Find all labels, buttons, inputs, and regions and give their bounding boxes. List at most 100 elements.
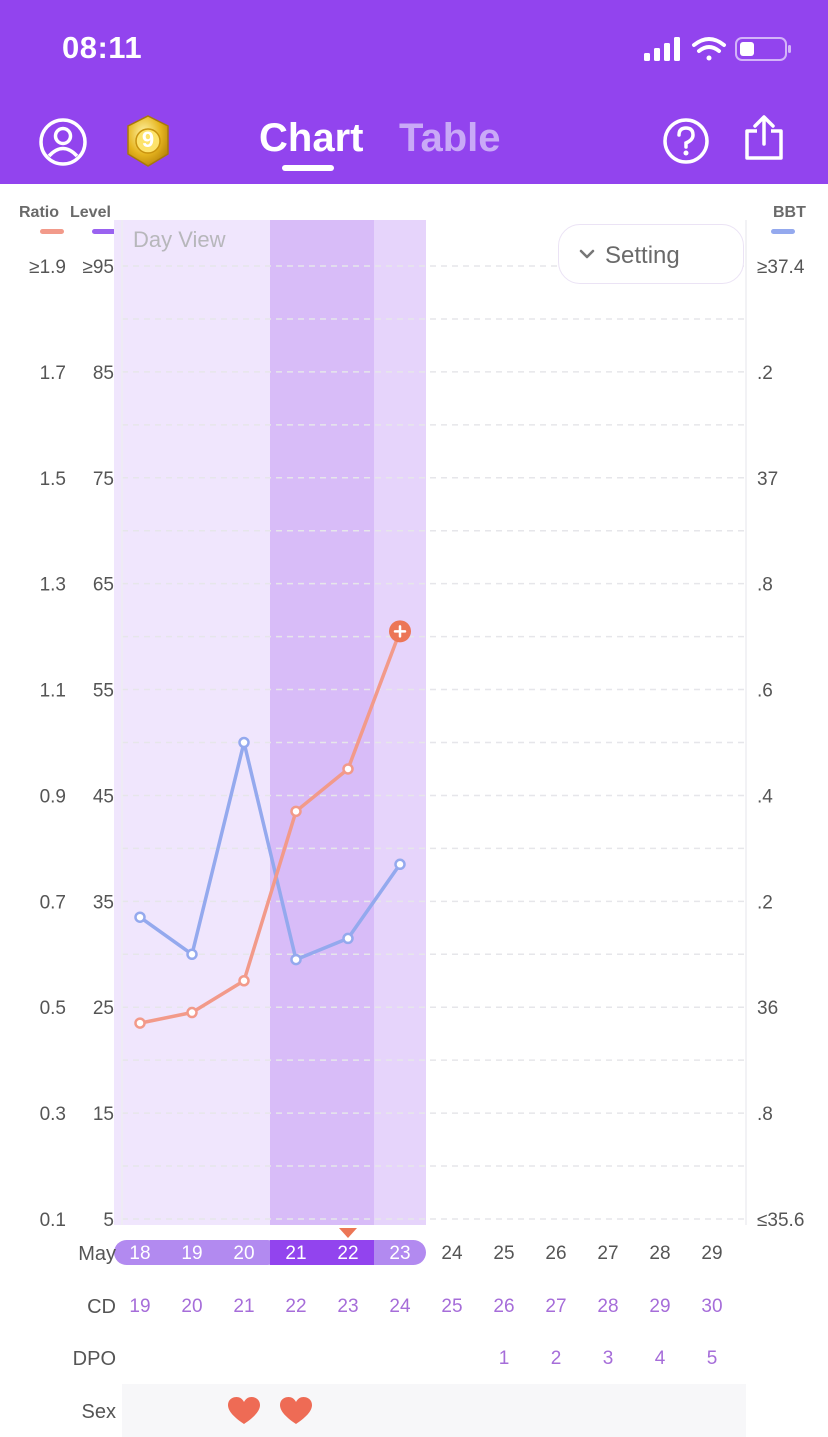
bbt-tick: 37 — [757, 469, 778, 490]
bbt-point — [186, 948, 198, 961]
date-label[interactable]: 22 — [337, 1243, 359, 1264]
selected-day-marker — [339, 1228, 357, 1238]
dpo-label: 2 — [550, 1348, 562, 1369]
date-label[interactable]: 21 — [285, 1243, 307, 1264]
ratio-tick: 1.1 — [40, 681, 66, 702]
dpo-label: 4 — [654, 1348, 666, 1369]
ratio-tick: 0.7 — [40, 892, 66, 913]
bbt-point — [238, 736, 250, 749]
bbt-tick: .2 — [757, 892, 773, 913]
bbt-tick: .6 — [757, 681, 773, 702]
heart-icon[interactable] — [279, 1396, 313, 1426]
level-tick: 65 — [93, 575, 114, 596]
date-label[interactable]: 28 — [649, 1243, 671, 1264]
cycle-day-label: 19 — [129, 1296, 151, 1317]
cd-row-label: CD — [87, 1296, 116, 1318]
setting-label: Setting — [605, 242, 680, 269]
cycle-day-label: 24 — [389, 1296, 411, 1317]
level-tick: 45 — [93, 786, 114, 807]
heart-icon[interactable] — [227, 1396, 261, 1426]
legend-level-label: Level — [70, 204, 111, 221]
cycle-day-label: 22 — [285, 1296, 307, 1317]
level-tick: 15 — [93, 1104, 114, 1125]
period-days-pill — [114, 1240, 280, 1265]
level-tick: 35 — [93, 892, 114, 913]
tab-chart[interactable]: Chart — [259, 116, 364, 160]
sex-row-strip — [122, 1384, 746, 1437]
level-tick: 55 — [93, 681, 114, 702]
date-label[interactable]: 20 — [233, 1243, 255, 1264]
date-label[interactable]: 29 — [701, 1243, 723, 1264]
help-icon[interactable] — [662, 117, 710, 165]
ovulation-band — [270, 220, 374, 1225]
period-band — [114, 220, 270, 1225]
legend-ratio-label: Ratio — [19, 204, 59, 221]
bbt-tick: .8 — [757, 1104, 773, 1125]
profile-icon[interactable] — [38, 117, 88, 167]
fertile-days-pill-join — [374, 1240, 388, 1265]
date-label[interactable]: 23 — [389, 1243, 411, 1264]
bbt-tick: .2 — [757, 363, 773, 384]
legend-bbt-swatch — [771, 229, 795, 234]
cycle-day-label: 26 — [493, 1296, 515, 1317]
date-label[interactable]: 19 — [181, 1243, 203, 1264]
ratio-tick: 0.9 — [40, 786, 66, 807]
bbt-point — [290, 953, 302, 966]
date-label[interactable]: 18 — [129, 1243, 151, 1264]
bbt-tick: 36 — [757, 998, 778, 1019]
cycle-day-label: 20 — [181, 1296, 203, 1317]
sex-row-label: Sex — [81, 1401, 116, 1423]
bbt-tick: ≤35.6 — [757, 1210, 804, 1231]
bbt-point — [134, 911, 146, 923]
cycle-day-label: 23 — [337, 1296, 359, 1317]
date-label[interactable]: 25 — [493, 1243, 515, 1264]
tab-table[interactable]: Table — [399, 116, 501, 160]
legend-bbt-label: BBT — [773, 204, 806, 221]
badge-icon — [127, 115, 169, 167]
dpo-label: 5 — [706, 1348, 718, 1369]
ratio-tick: 0.3 — [40, 1104, 66, 1125]
bbt-tick: .8 — [757, 575, 773, 596]
ratio-tick: 1.5 — [40, 469, 66, 490]
ratio-point — [290, 805, 302, 818]
bbt-tick: ≥37.4 — [757, 257, 805, 278]
level-tick: 85 — [93, 363, 114, 384]
tab-chart-indicator — [282, 165, 334, 171]
status-icons — [644, 37, 791, 61]
bbt-point — [342, 932, 354, 945]
cycle-day-label: 25 — [441, 1296, 463, 1317]
ratio-point — [134, 1017, 146, 1029]
ratio-point — [342, 763, 354, 775]
status-time: 08:11 — [62, 30, 143, 65]
level-badge[interactable]: 9 — [124, 114, 172, 168]
ratio-tick: 0.1 — [40, 1210, 66, 1231]
bbt-line — [138, 740, 402, 962]
dpo-row-label: DPO — [72, 1348, 116, 1370]
date-label[interactable]: 26 — [545, 1243, 567, 1264]
level-tick: 25 — [93, 998, 114, 1019]
date-label[interactable]: 24 — [441, 1243, 463, 1264]
ratio-point — [186, 1006, 198, 1019]
chevron-down-icon — [579, 249, 595, 259]
cycle-day-label: 29 — [649, 1296, 671, 1317]
plus-icon — [393, 625, 407, 638]
badge-level: 9 — [141, 127, 155, 152]
date-label[interactable]: 27 — [597, 1243, 619, 1264]
wifi-icon — [692, 37, 726, 61]
legend-ratio-swatch — [40, 229, 64, 234]
share-icon[interactable] — [743, 114, 785, 162]
cycle-day-label: 28 — [597, 1296, 619, 1317]
level-tick: 75 — [93, 469, 114, 490]
legend-level-swatch — [92, 229, 116, 234]
level-tick: 5 — [103, 1210, 114, 1231]
cycle-chart[interactable]: ≥1.9 1.7 1.5 1.3 1.1 0.9 0.7 0.5 0.3 0.1 ≥95 85 75 65… — [0, 184, 828, 1437]
cycle-day-label: 30 — [701, 1296, 723, 1317]
ovulation-days-pill — [270, 1240, 374, 1265]
setting-button[interactable]: Setting — [558, 224, 744, 284]
ratio-point — [238, 975, 250, 987]
ratio-tick: 0.5 — [40, 998, 66, 1019]
cycle-day-label: 27 — [545, 1296, 567, 1317]
level-tick: ≥95 — [82, 257, 114, 278]
battery-icon — [735, 37, 791, 61]
bbt-tick: .4 — [757, 786, 773, 807]
